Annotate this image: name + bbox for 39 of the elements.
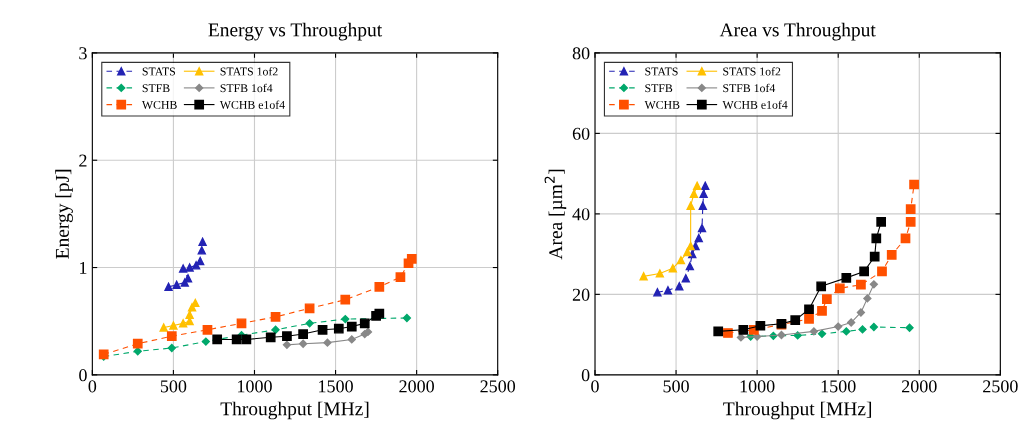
legend-label: WCHB [644, 100, 680, 109]
x-tick-label: 1500 [319, 380, 353, 393]
y-tick-label: 0 [79, 369, 87, 382]
x-tick-label: 2000 [902, 380, 937, 393]
y-axis-title: Energy [pJ] [55, 169, 73, 259]
x-tick-label: 2000 [399, 380, 434, 393]
legend-label: STFB [645, 84, 673, 93]
y-tick-label: 60 [572, 127, 590, 140]
chart-title: Energy vs Throughput [208, 22, 383, 41]
y-tick-label: 0 [581, 369, 590, 382]
legend-label: STFB 1of4 [723, 83, 776, 93]
x-tick-label: 500 [160, 380, 187, 393]
legend-label: STATS 1of2 [220, 67, 278, 76]
x-tick-label: 2500 [480, 380, 516, 393]
x-tick-label: 1500 [821, 380, 856, 393]
legend-label: STATS [142, 67, 176, 76]
legend-label: WCHB e1of4 [219, 100, 285, 109]
legend-label: STATS 1of2 [723, 67, 781, 76]
y-tick-label: 1 [80, 261, 87, 274]
legend-label: WCHB e1of4 [722, 100, 788, 109]
y-axis-title: Area [µm$^{2}$] [544, 169, 567, 260]
legend-label: WCHB [141, 100, 177, 109]
y-tick-label: 20 [572, 288, 590, 301]
legend-label: STFB [142, 84, 170, 93]
legend-label: STATS [645, 67, 678, 76]
y-tick-label: 2 [79, 154, 87, 167]
y-tick-label: 80 [572, 47, 590, 60]
x-tick-label: 2500 [983, 380, 1018, 393]
x-tick-label: 0 [88, 380, 97, 393]
y-tick-label: 40 [572, 208, 590, 221]
x-tick-label: 1000 [740, 380, 775, 393]
legend-label: STFB 1of4 [220, 83, 273, 93]
y-tick-label: 3 [79, 47, 87, 60]
chart-title: Area vs Throughput [719, 22, 876, 41]
x-tick-label: 0 [591, 380, 599, 393]
x-axis-title: Throughput [MHz] [723, 401, 872, 420]
x-tick-label: 500 [663, 380, 689, 393]
x-axis-title: Throughput [MHz] [220, 401, 369, 420]
x-tick-label: 1000 [238, 380, 272, 393]
